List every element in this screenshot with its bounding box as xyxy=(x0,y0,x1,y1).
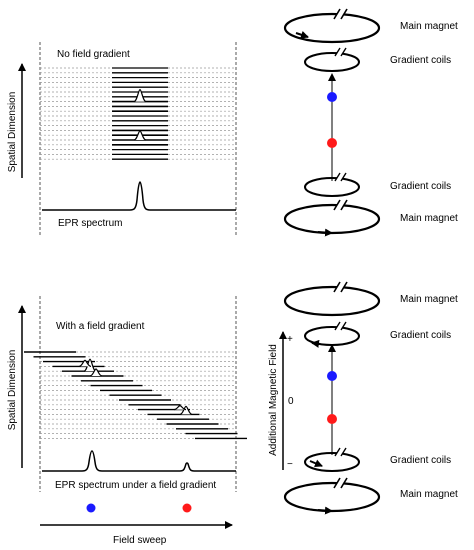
zero-label: 0 xyxy=(288,396,294,407)
bottom-red-sample xyxy=(327,414,337,424)
top-main-magnet-label-upper: Main magnet xyxy=(400,21,458,32)
top-magnet-diagram: Main magnet Gradient coils Gradient coil… xyxy=(283,8,458,237)
bottom-red-peak xyxy=(179,405,193,415)
top-blue-peak xyxy=(133,88,147,103)
bottom-blue-sample xyxy=(327,371,337,381)
bottom-blue-peak-lower xyxy=(89,368,103,377)
bottom-main-magnet-label-upper: Main magnet xyxy=(400,294,458,305)
bottom-red-peak-upper xyxy=(173,404,187,411)
top-panel-title: No field gradient xyxy=(57,49,130,60)
field-sweep-label: Field sweep xyxy=(113,535,167,546)
minus-sign: − xyxy=(287,459,293,470)
red-sample-marker xyxy=(182,503,192,513)
top-spatial-axis-label: Spatial Dimension xyxy=(7,92,18,173)
bottom-magnet-diagram: Main magnet Gradient coils Gradient coil… xyxy=(268,281,458,515)
top-spatial-rows xyxy=(40,67,236,160)
bottom-blue-peak-upper xyxy=(78,359,92,367)
bottom-spatial-axis-label: Spatial Dimension xyxy=(7,350,18,431)
bottom-panel-title: With a field gradient xyxy=(56,321,145,332)
bottom-gradient-coils-label-upper: Gradient coils xyxy=(390,330,451,341)
bottom-blue-peak xyxy=(83,358,97,372)
main-magnet-coil-top-b xyxy=(283,281,381,317)
main-magnet-coil-bottom-b xyxy=(283,477,381,515)
top-spectrum-panel: No field gradient EPR spectrum Spatial D… xyxy=(7,42,237,236)
additional-field-axis-label: Additional Magnetic Field xyxy=(268,344,279,456)
bottom-gradient-coils-label-lower: Gradient coils xyxy=(390,455,451,466)
blue-sample-marker xyxy=(86,503,96,513)
top-red-sample xyxy=(327,138,337,148)
bottom-spatial-rows xyxy=(24,351,247,440)
bottom-epr-spectrum-trace xyxy=(42,450,236,472)
gradient-coil-top-lower xyxy=(304,172,360,197)
bottom-spectrum-label: EPR spectrum under a field gradient xyxy=(55,480,216,491)
gradient-coil-bottom-upper xyxy=(304,321,360,348)
gradient-coil-top-upper xyxy=(304,47,360,72)
top-spectrum-label: EPR spectrum xyxy=(58,218,122,229)
main-magnet-coil-bottom xyxy=(283,199,381,237)
top-blue-sample xyxy=(327,92,337,102)
bottom-main-magnet-label-lower: Main magnet xyxy=(400,489,458,500)
top-epr-spectrum-trace xyxy=(42,181,236,211)
top-main-magnet-label-lower: Main magnet xyxy=(400,213,458,224)
main-magnet-coil-top xyxy=(283,8,381,44)
bottom-spectrum-panel: With a field gradient EPR spectrum under… xyxy=(7,296,247,546)
top-gradient-coils-label-upper: Gradient coils xyxy=(390,55,451,66)
gradient-coil-bottom-lower xyxy=(304,447,360,472)
plus-sign: + xyxy=(287,334,293,345)
top-red-peak xyxy=(133,130,147,141)
top-gradient-coils-label-lower: Gradient coils xyxy=(390,181,451,192)
